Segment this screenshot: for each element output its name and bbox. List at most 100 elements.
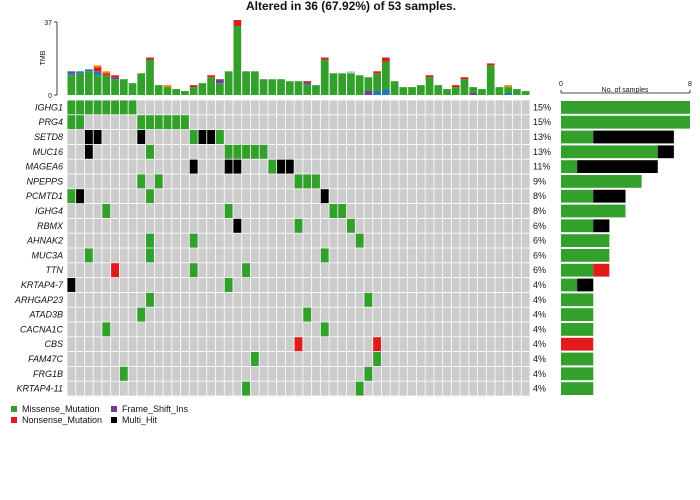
empty-cell (381, 322, 390, 337)
empty-cell (303, 204, 312, 218)
empty-cell (250, 248, 259, 263)
empty-cell (469, 248, 478, 263)
empty-cell (381, 292, 390, 307)
gene-label: CACNA1C (20, 324, 64, 334)
empty-cell (198, 115, 207, 130)
empty-cell (390, 381, 399, 396)
empty-cell (285, 204, 294, 218)
empty-cell (119, 352, 128, 366)
empty-cell (207, 159, 216, 174)
empty-cell (277, 352, 285, 366)
tmb-bar-segment-18-0 (224, 71, 233, 95)
tmb-bar-segment-37-0 (390, 81, 399, 95)
empty-cell (111, 130, 120, 144)
empty-cell (434, 307, 443, 322)
empty-cell (373, 189, 382, 204)
empty-cell (460, 366, 469, 381)
gene-count-bar-14-0 (561, 308, 594, 321)
empty-cell (364, 263, 373, 278)
empty-cell (172, 366, 181, 381)
mutation-cell (329, 204, 338, 218)
empty-cell (128, 381, 137, 396)
gene-percent: 9% (533, 176, 546, 186)
empty-cell (408, 263, 417, 278)
empty-cell (381, 100, 390, 115)
empty-cell (381, 352, 390, 366)
empty-cell (111, 174, 120, 189)
empty-cell (259, 115, 268, 130)
empty-cell (312, 366, 320, 381)
gene-count-bar-2-1 (593, 130, 674, 144)
tmb-bar-segment-28-0 (312, 85, 320, 95)
tmb-bar-segment-5-1 (111, 77, 119, 80)
empty-cell (416, 159, 425, 174)
tmb-bar-segment-7-0 (128, 83, 137, 95)
empty-cell (102, 115, 111, 130)
empty-cell (242, 292, 251, 307)
empty-cell (146, 366, 154, 381)
mutation-cell (180, 115, 189, 130)
empty-cell (259, 352, 268, 366)
tmb-axis: 37 0 TMB (40, 20, 58, 100)
empty-cell (451, 144, 460, 159)
empty-cell (111, 352, 120, 366)
gene-count-bar-11-0 (561, 263, 594, 277)
empty-cell (408, 366, 417, 381)
empty-cell (224, 218, 233, 233)
gene-percent: 11% (533, 162, 550, 172)
empty-cell (128, 322, 137, 337)
gene-count-bar-7-0 (561, 204, 626, 218)
empty-cell (390, 263, 399, 278)
empty-cell (504, 115, 513, 130)
empty-cell (303, 337, 312, 352)
empty-cell (207, 100, 216, 115)
empty-cell (451, 233, 460, 248)
tmb-bar-segment-41-0 (425, 77, 434, 95)
empty-cell (207, 307, 216, 322)
gene-label: ATAD3B (28, 310, 63, 320)
tmb-bar-segment-9-0 (146, 59, 154, 95)
empty-cell (67, 218, 76, 233)
empty-cell (495, 218, 504, 233)
empty-cell (207, 278, 216, 292)
empty-cell (172, 278, 181, 292)
empty-cell (189, 218, 198, 233)
empty-cell (163, 366, 172, 381)
empty-cell (172, 174, 181, 189)
empty-cell (198, 218, 207, 233)
empty-cell (198, 189, 207, 204)
empty-cell (172, 337, 181, 352)
empty-cell (346, 381, 355, 396)
gene-percent: 13% (533, 132, 551, 142)
gene-label: IGHG4 (35, 206, 63, 216)
empty-cell (111, 381, 120, 396)
empty-cell (460, 189, 469, 204)
empty-cell (364, 337, 373, 352)
empty-cell (259, 263, 268, 278)
empty-cell (408, 189, 417, 204)
empty-cell (338, 130, 347, 144)
empty-cell (346, 159, 355, 174)
empty-cell (312, 248, 320, 263)
empty-cell (180, 174, 189, 189)
empty-cell (268, 337, 277, 352)
tmb-bar-segment-50-2 (504, 85, 513, 88)
empty-cell (495, 307, 504, 322)
empty-cell (477, 278, 486, 292)
empty-cell (102, 292, 111, 307)
empty-cell (486, 130, 495, 144)
mutation-cell (163, 115, 172, 130)
gene-count-bar-2-0 (561, 130, 594, 144)
empty-cell (242, 204, 251, 218)
empty-cell (172, 189, 181, 204)
empty-cell (320, 307, 329, 322)
empty-cell (381, 381, 390, 396)
empty-cell (146, 204, 154, 218)
empty-cell (381, 337, 390, 352)
empty-cell (477, 337, 486, 352)
empty-cell (425, 248, 434, 263)
empty-cell (102, 307, 111, 322)
empty-cell (346, 307, 355, 322)
empty-cell (469, 381, 478, 396)
empty-cell (425, 381, 434, 396)
